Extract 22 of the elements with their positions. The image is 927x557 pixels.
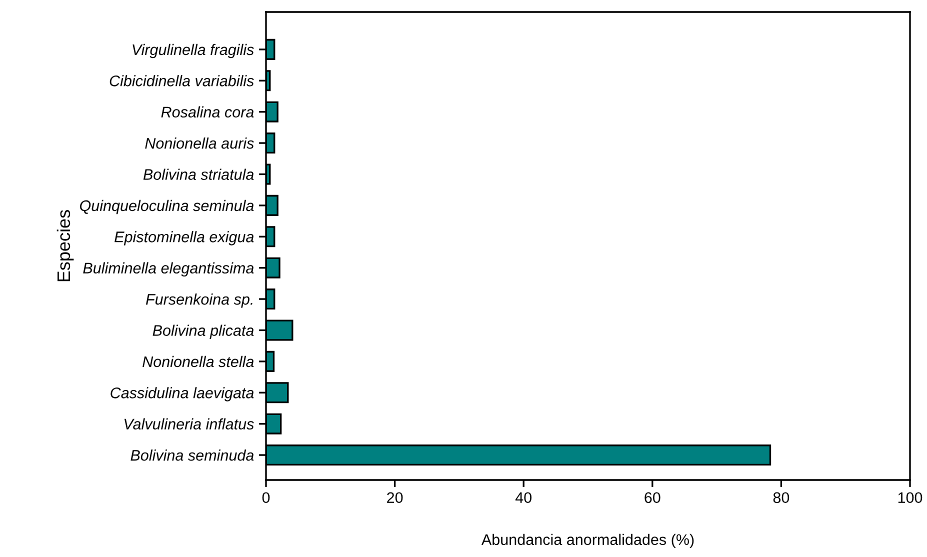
y-tick-label: Bolivina plicata (152, 324, 254, 339)
y-tick-label: Virgulinella fragilis (132, 44, 254, 58)
y-tick-label: Cassidulina laevigata (110, 387, 254, 402)
x-axis-title: Abundancia anormalidades (%) (481, 534, 694, 548)
y-tick-label: Fursenkoina sp. (146, 294, 252, 308)
y-tick-label: Epistominella exigua (114, 231, 254, 246)
y-axis-title: Especies (56, 210, 74, 282)
y-tick-label: Valvulineria inflatus (124, 418, 254, 430)
y-tick-label: Quinqueloculina seminula (80, 200, 254, 214)
y-tick-label: Nonionella auris (145, 138, 254, 149)
y-tick-label: Bolivina striatula (143, 168, 254, 180)
y-tick-label: Bolivina seminuda (130, 450, 254, 461)
x-tick-label: 40 (515, 492, 532, 504)
x-tick-label: 80 (773, 492, 790, 504)
y-tick-label: Buliminella elegantissima (83, 262, 254, 277)
x-tick-label: 100 (898, 492, 922, 504)
x-tick-label: 20 (387, 492, 403, 504)
x-tick-label: 60 (644, 492, 660, 504)
y-tick-label: Rosalina cora (161, 106, 254, 118)
x-tick-label: 0 (262, 492, 270, 504)
y-tick-label: Nonionella stella (142, 356, 254, 368)
y-tick-label: Cibicidinella variabilis (110, 75, 254, 86)
